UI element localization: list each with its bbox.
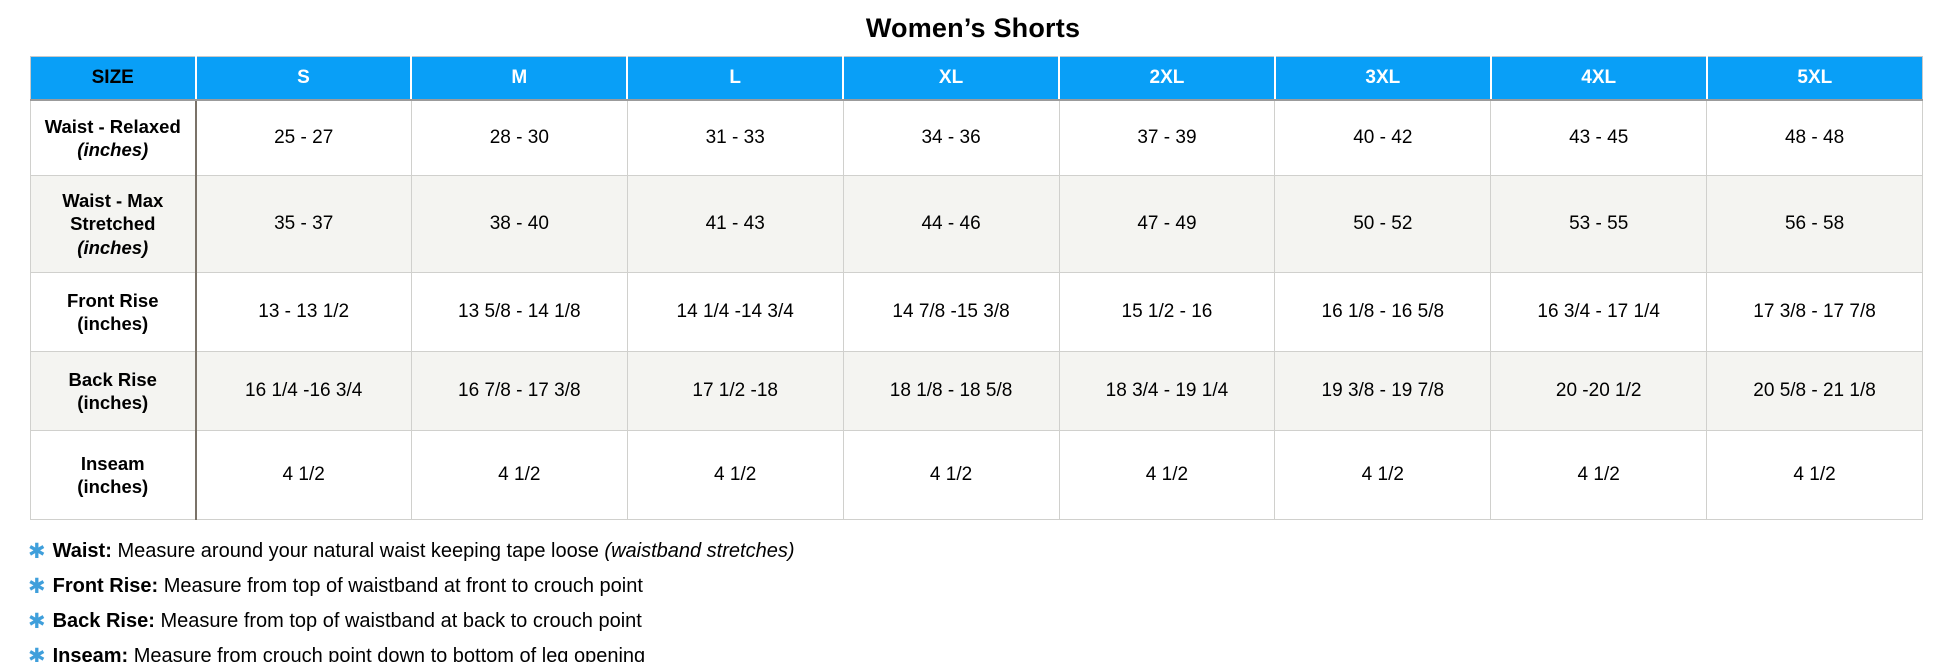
table-cell: 34 - 36 (842, 99, 1060, 176)
note-text: Measure around your natural waist keepin… (117, 540, 599, 562)
asterisk-icon: ✱ (28, 575, 46, 598)
table-cell: 28 - 30 (410, 99, 628, 176)
asterisk-icon: ✱ (28, 540, 46, 563)
table-cell: 31 - 33 (626, 99, 844, 176)
column-header-5xl: 5XL (1706, 56, 1923, 101)
note-item-back-rise: ✱ Back Rise: Measure from top of waistban… (28, 604, 1946, 639)
table-cell: 4 1/2 (626, 430, 844, 520)
row-label-unit: (inches) (77, 236, 149, 258)
table-cell: 18 1/8 - 18 5/8 (842, 351, 1060, 431)
table-cell: 19 3/8 - 19 7/8 (1274, 351, 1492, 431)
table-cell: 20 -20 1/2 (1490, 351, 1708, 431)
table-cell: 17 1/2 -18 (626, 351, 844, 431)
row-label: Waist - Relaxed (inches) (30, 99, 197, 176)
row-label-text: Inseam (80, 452, 145, 474)
note-term: Inseam: (52, 645, 129, 662)
size-chart-table: SIZE S M L XL 2XL 3XL 4XL 5XL Waist - Re… (30, 56, 1923, 520)
table-cell: 4 1/2 (410, 430, 628, 520)
note-term: Front Rise: (52, 575, 159, 597)
asterisk-icon: ✱ (28, 645, 46, 662)
table-cell: 4 1/2 (1490, 430, 1708, 520)
measurement-notes: ✱ Waist: Measure around your natural wais… (28, 534, 1946, 662)
note-term: Waist: (52, 540, 112, 562)
table-row-front-rise: Front Rise (inches) 13 - 13 1/2 13 5/8 -… (30, 272, 1923, 352)
column-header-3xl: 3XL (1274, 56, 1492, 101)
table-cell: 56 - 58 (1706, 175, 1923, 273)
note-text: Measure from top of waistband at back to… (160, 610, 642, 632)
column-header-l: L (627, 56, 845, 101)
row-label-unit: (inches) (77, 392, 149, 413)
table-cell: 16 7/8 - 17 3/8 (410, 351, 628, 431)
table-cell: 13 - 13 1/2 (195, 272, 412, 352)
table-cell: 15 1/2 - 16 (1058, 272, 1276, 352)
table-cell: 13 5/8 - 14 1/8 (410, 272, 628, 352)
row-label: Waist - Max Stretched (inches) (30, 175, 197, 273)
table-cell: 4 1/2 (842, 430, 1060, 520)
row-label-text: Waist - Relaxed (44, 115, 181, 137)
column-header-4xl: 4XL (1490, 56, 1708, 101)
table-cell: 50 - 52 (1274, 175, 1492, 273)
column-header-2xl: 2XL (1059, 56, 1276, 101)
table-cell: 18 3/4 - 19 1/4 (1058, 351, 1276, 431)
table-cell: 44 - 46 (842, 175, 1060, 273)
column-header-xl: XL (843, 56, 1060, 101)
row-label-text: Waist - Max Stretched (62, 190, 164, 235)
note-text: Measure from top of waistband at front t… (163, 575, 643, 597)
row-label-unit: (inches) (77, 139, 149, 160)
note-item-inseam: ✱ Inseam: Measure from crouch point down … (28, 639, 1946, 662)
column-header-s: S (195, 56, 413, 101)
row-label-unit: (inches) (77, 476, 149, 497)
asterisk-icon: ✱ (28, 610, 46, 633)
column-header-m: M (411, 56, 629, 101)
header-row: SIZE S M L XL 2XL 3XL 4XL 5XL (30, 56, 1923, 101)
row-label: Back Rise (inches) (30, 351, 197, 431)
table-row-inseam: Inseam (inches) 4 1/2 4 1/2 4 1/2 4 1/2 … (30, 430, 1923, 520)
table-cell: 17 3/8 - 17 7/8 (1706, 272, 1923, 352)
table-cell: 20 5/8 - 21 1/8 (1706, 351, 1923, 431)
row-label-unit: (inches) (77, 313, 149, 334)
row-label: Front Rise (inches) (30, 272, 197, 352)
table-row-back-rise: Back Rise (inches) 16 1/4 -16 3/4 16 7/8… (30, 351, 1923, 431)
note-text: Measure from crouch point down to bottom… (133, 645, 646, 662)
table-cell: 25 - 27 (195, 99, 412, 176)
table-cell: 38 - 40 (410, 175, 628, 273)
table-cell: 16 1/8 - 16 5/8 (1274, 272, 1492, 352)
note-item-waist: ✱ Waist: Measure around your natural wais… (28, 534, 1946, 569)
table-row-waist-max-stretched: Waist - Max Stretched (inches) 35 - 37 3… (30, 175, 1923, 273)
row-label-text: Front Rise (67, 289, 159, 311)
table-cell: 48 - 48 (1706, 99, 1923, 176)
note-item-front-rise: ✱ Front Rise: Measure from top of waistba… (28, 569, 1946, 604)
table-cell: 14 7/8 -15 3/8 (842, 272, 1060, 352)
page-title: Women’s Shorts (865, 13, 1081, 43)
column-header-size: SIZE (30, 56, 197, 101)
note-italic-text: (waistband stretches) (604, 540, 795, 562)
table-cell: 4 1/2 (1706, 430, 1923, 520)
table-cell: 47 - 49 (1058, 175, 1276, 273)
table-cell: 4 1/2 (1274, 430, 1492, 520)
row-label: Inseam (inches) (30, 430, 197, 520)
table-row-waist-relaxed: Waist - Relaxed (inches) 25 - 27 28 - 30… (30, 99, 1923, 176)
table-cell: 16 1/4 -16 3/4 (195, 351, 412, 431)
table-cell: 41 - 43 (626, 175, 844, 273)
table-cell: 53 - 55 (1490, 175, 1708, 273)
table-cell: 43 - 45 (1490, 99, 1708, 176)
table-cell: 4 1/2 (1058, 430, 1276, 520)
table-cell: 14 1/4 -14 3/4 (626, 272, 844, 352)
table-cell: 16 3/4 - 17 1/4 (1490, 272, 1708, 352)
note-term: Back Rise: (52, 610, 155, 632)
table-cell: 40 - 42 (1274, 99, 1492, 176)
table-cell: 37 - 39 (1058, 99, 1276, 176)
table-cell: 35 - 37 (195, 175, 412, 273)
row-label-text: Back Rise (68, 368, 157, 390)
table-cell: 4 1/2 (195, 430, 412, 520)
